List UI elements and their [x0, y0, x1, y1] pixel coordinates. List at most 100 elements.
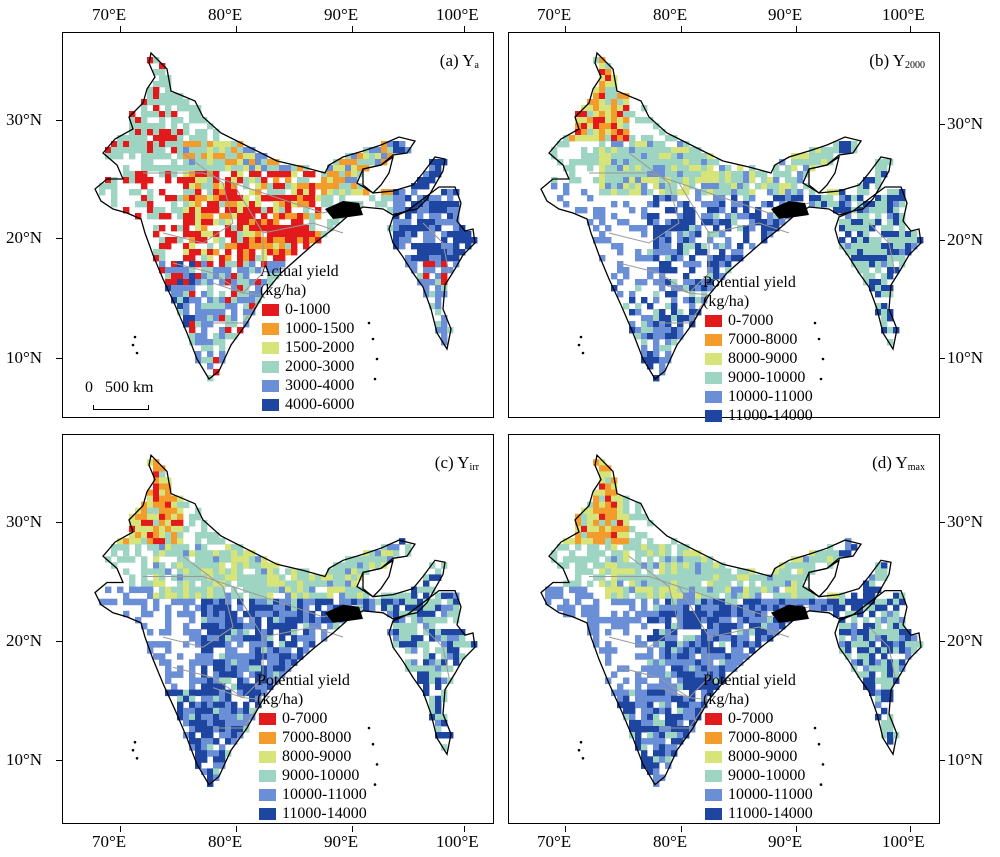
yield-cell [255, 153, 262, 160]
yield-cell [219, 538, 226, 545]
yield-cell [147, 519, 154, 527]
tick [681, 26, 682, 32]
yield-cell [279, 213, 286, 220]
yield-cell [327, 225, 334, 232]
yield-cell [677, 574, 684, 581]
yield-cell [647, 732, 654, 739]
yield-cell [267, 273, 274, 280]
yield-cell [177, 713, 184, 721]
yield-cell [713, 207, 720, 214]
yield-cell [207, 647, 214, 654]
legend-swatch [705, 731, 722, 744]
yield-cell [237, 732, 244, 739]
yield-cell [429, 207, 436, 214]
yield-cell [135, 525, 142, 533]
yield-cell [309, 586, 316, 594]
yield-cell [665, 231, 672, 238]
yield-cell [881, 695, 888, 703]
yield-cell [593, 610, 600, 618]
yield-cell [207, 141, 214, 148]
yield-cell [291, 195, 298, 202]
yield-cell [201, 261, 208, 268]
yield-cell [219, 213, 226, 220]
yield-cell [653, 279, 660, 286]
legend-title: Actual yield [260, 263, 339, 280]
yield-cell [677, 695, 684, 703]
yield-cell [695, 683, 702, 690]
yield-cell [429, 237, 436, 244]
yield-cell [273, 267, 280, 274]
yield-cell [201, 616, 208, 624]
yield-cell [141, 562, 148, 569]
yield-cell [701, 249, 708, 256]
yield-cell [821, 159, 828, 166]
yield-cell [273, 273, 280, 280]
yield-cell [291, 189, 298, 196]
yield-cell [435, 297, 442, 304]
yield-cell [165, 135, 172, 142]
yield-cell [611, 483, 618, 490]
yield-cell [641, 183, 648, 190]
yield-cell [689, 598, 696, 606]
left-top-y-label-30: 30°N [6, 110, 43, 129]
yield-cell [623, 507, 630, 515]
yield-cell [189, 719, 196, 727]
yield-cell [117, 141, 124, 148]
yield-cell [689, 153, 696, 160]
yield-cell [219, 351, 226, 358]
yield-cell [201, 309, 208, 316]
yield-cell [195, 309, 202, 316]
yield-cell [641, 231, 648, 238]
yield-cell [279, 635, 286, 642]
yield-cell [683, 285, 690, 292]
yield-cell [411, 183, 418, 190]
yield-cell [177, 135, 184, 142]
yield-cell [303, 616, 310, 624]
yield-cell [671, 249, 678, 256]
yield-cell [159, 525, 166, 533]
yield-cell [231, 635, 238, 642]
state-boundary [658, 182, 710, 294]
yield-cell [171, 99, 178, 106]
yield-cell [623, 544, 630, 551]
yield-cell [201, 225, 208, 232]
yield-cell [195, 677, 202, 684]
yield-cell [671, 556, 678, 563]
yield-cell [159, 471, 166, 478]
yield-cell [225, 665, 232, 672]
yield-cell [893, 616, 900, 624]
yield-cell [399, 237, 406, 244]
yield-cell [719, 243, 726, 250]
yield-cell [707, 177, 714, 184]
yield-cell [183, 159, 190, 166]
yield-cell [165, 171, 172, 178]
yield-cell [749, 219, 756, 226]
yield-cell [593, 87, 600, 94]
yield-cell [647, 177, 654, 184]
yield-cell [249, 159, 256, 166]
yield-cell [267, 641, 274, 648]
yield-cell [195, 550, 202, 557]
yield-cell [869, 586, 876, 594]
yield-cell [893, 237, 900, 244]
yield-cell [677, 586, 684, 594]
yield-cell [707, 183, 714, 190]
yield-cell [159, 261, 166, 268]
yield-cell [599, 538, 606, 545]
yield-cell [785, 592, 792, 600]
yield-cell [411, 610, 418, 618]
yield-cell [665, 195, 672, 202]
yield-cell [201, 219, 208, 226]
yield-cell [243, 622, 250, 630]
yield-cell [689, 671, 696, 678]
yield-cell [635, 303, 642, 310]
yield-cell [641, 653, 648, 660]
yield-cell [249, 598, 256, 606]
yield-cell [201, 135, 208, 142]
yield-cell [773, 616, 780, 624]
yield-cell [695, 604, 702, 612]
yield-cell [195, 513, 202, 521]
yield-cell [701, 665, 708, 672]
yield-cell [279, 610, 286, 618]
yield-cell [195, 544, 202, 551]
